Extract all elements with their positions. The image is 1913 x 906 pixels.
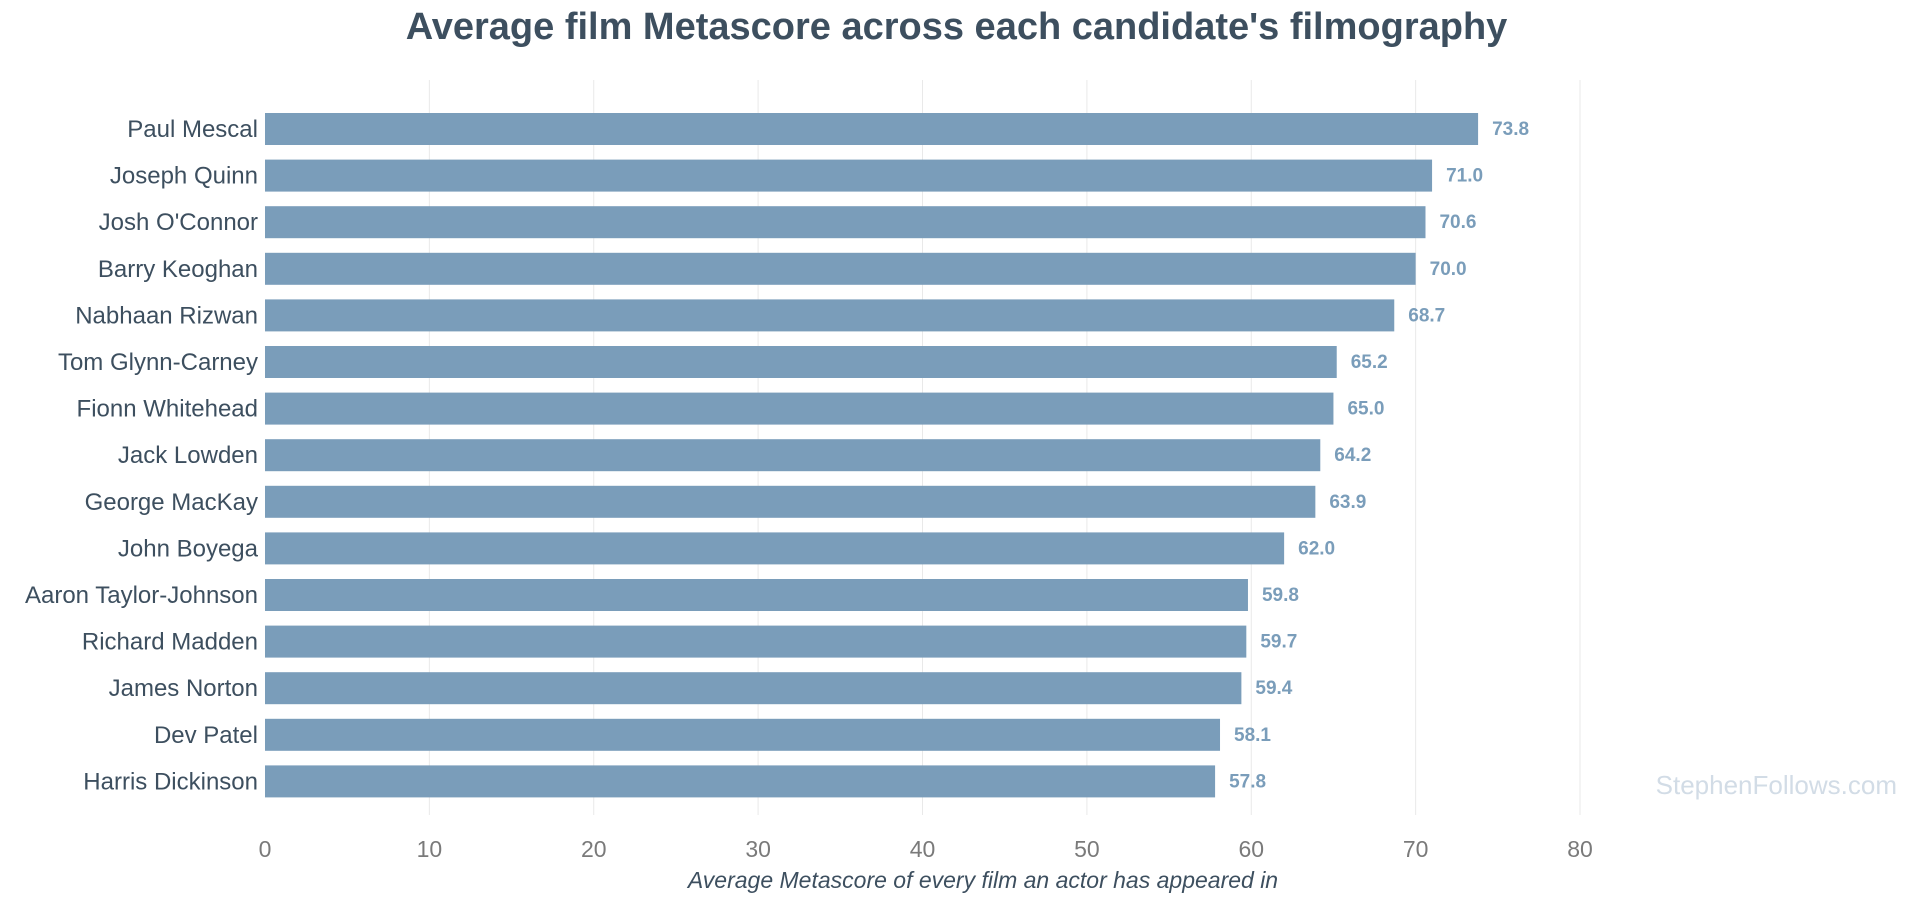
value-labels: 73.8 71.0 70.6 70.0 68.7 65.2 65.0 64.2 63.9 62.0… — [1229, 119, 1529, 792]
data-label: 65.0 — [1347, 399, 1384, 420]
x-tick-label: 70 — [1403, 836, 1429, 862]
x-tick-label: 80 — [1567, 836, 1593, 862]
data-label: 71.0 — [1446, 166, 1483, 187]
data-label: 65.2 — [1351, 352, 1388, 373]
bar — [265, 672, 1242, 705]
x-tick-label: 10 — [417, 836, 443, 862]
category-label: Jack Lowden — [118, 442, 258, 469]
bars — [265, 113, 1479, 798]
category-label: George MacKay — [85, 489, 258, 516]
bar — [265, 252, 1416, 285]
bar — [265, 439, 1321, 472]
bar — [265, 625, 1247, 658]
data-label: 62.0 — [1298, 538, 1335, 559]
data-label: 58.1 — [1234, 725, 1271, 746]
bar — [265, 206, 1426, 239]
bar — [265, 532, 1285, 565]
category-label: Joseph Quinn — [110, 163, 258, 190]
bar — [265, 718, 1221, 751]
data-label: 63.9 — [1329, 492, 1366, 513]
x-tick-label: 60 — [1238, 836, 1264, 862]
category-label: John Boyega — [118, 535, 259, 562]
category-label: Tom Glynn-Carney — [58, 349, 258, 376]
x-tick-label: 30 — [745, 836, 771, 862]
category-labels: Paul Mescal Joseph Quinn Josh O'Connor Barr… — [25, 116, 259, 795]
x-tick-label: 0 — [259, 836, 272, 862]
category-label: Fionn Whitehead — [77, 396, 258, 423]
watermark: StephenFollows.com — [1656, 770, 1897, 800]
data-label: 59.7 — [1260, 632, 1297, 653]
bar — [265, 392, 1334, 425]
bar — [265, 765, 1216, 798]
category-label: Josh O'Connor — [99, 209, 258, 236]
category-label: James Norton — [109, 675, 258, 702]
bar — [265, 113, 1479, 145]
bar — [265, 485, 1316, 518]
bar — [265, 299, 1395, 332]
data-label: 68.7 — [1408, 305, 1445, 326]
category-label: Dev Patel — [154, 722, 258, 749]
x-tick-label: 20 — [581, 836, 607, 862]
category-label: Nabhaan Rizwan — [75, 302, 258, 329]
category-label: Aaron Taylor-Johnson — [25, 582, 258, 609]
category-label: Richard Madden — [82, 629, 258, 656]
data-label: 70.6 — [1439, 212, 1476, 233]
category-label: Barry Keoghan — [98, 256, 258, 283]
data-label: 59.8 — [1262, 585, 1299, 606]
x-axis-ticks: 0 10 20 30 40 50 60 70 80 — [259, 836, 1593, 862]
category-label: Paul Mescal — [127, 116, 258, 143]
data-label: 70.0 — [1430, 259, 1467, 280]
x-tick-label: 40 — [910, 836, 936, 862]
x-axis-title: Average Metascore of every film an actor… — [686, 867, 1278, 893]
bar — [265, 346, 1337, 378]
bar — [265, 579, 1248, 611]
data-label: 59.4 — [1255, 678, 1292, 699]
data-label: 64.2 — [1334, 445, 1371, 466]
chart-title: Average film Metascore across each candi… — [405, 6, 1508, 48]
x-tick-label: 50 — [1074, 836, 1100, 862]
bar — [265, 159, 1433, 192]
data-label: 57.8 — [1229, 771, 1266, 792]
category-label: Harris Dickinson — [83, 768, 258, 795]
data-label: 73.8 — [1492, 119, 1529, 140]
